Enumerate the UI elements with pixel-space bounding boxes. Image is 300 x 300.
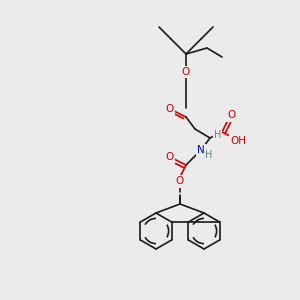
- Text: O: O: [165, 152, 174, 163]
- Text: H: H: [214, 130, 221, 140]
- Text: N: N: [197, 145, 205, 155]
- Text: O: O: [165, 104, 174, 115]
- Text: OH: OH: [230, 136, 247, 146]
- Text: H: H: [205, 149, 212, 160]
- Text: O: O: [176, 176, 184, 187]
- Text: O: O: [182, 67, 190, 77]
- Text: O: O: [227, 110, 235, 121]
